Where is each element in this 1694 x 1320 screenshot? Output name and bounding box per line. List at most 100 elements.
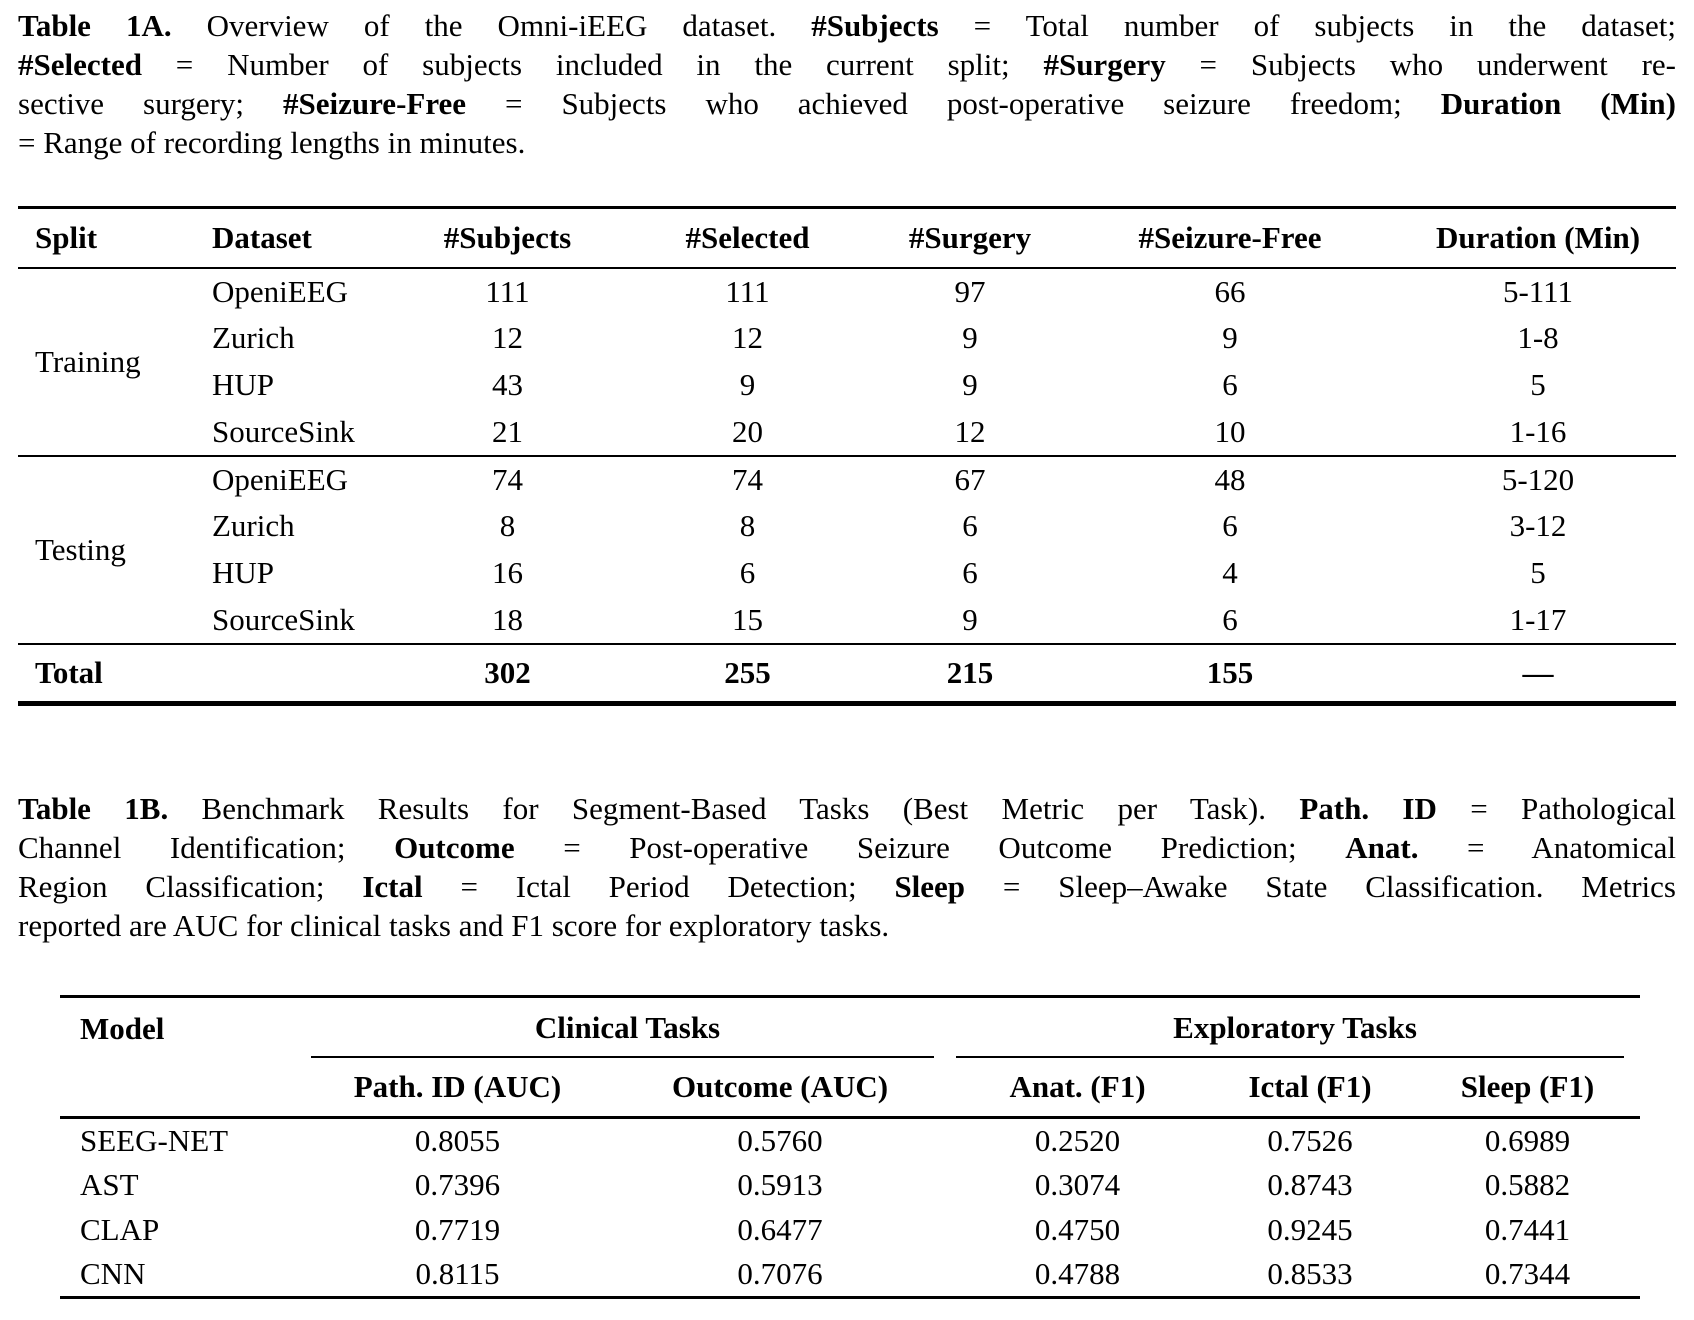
model-name-cell: AST bbox=[80, 1167, 139, 1202]
path-id-cell: 0.7396 bbox=[414, 1167, 501, 1202]
outcome-cell: 0.5913 bbox=[737, 1167, 823, 1202]
duration-cell: 5-120 bbox=[1400, 454, 1676, 503]
caption-segment: Overview of the Omni-iEEG dataset. bbox=[171, 8, 812, 43]
caption-line: Table 1B. Benchmark Results for Segment-… bbox=[18, 789, 1676, 828]
seizure-free-cell: 48 bbox=[1060, 454, 1400, 503]
duration-cell: 1-8 bbox=[1517, 320, 1559, 355]
dataset-cell: HUP bbox=[212, 555, 275, 590]
table-row: Testing OpeniEEG 74 74 67 48 5-120 bbox=[18, 454, 1676, 644]
subjects-cell: 16 bbox=[492, 555, 523, 590]
anat-cell: 0.4750 bbox=[1034, 1212, 1121, 1247]
caption-segment: #Surgery bbox=[1043, 47, 1166, 82]
table-row: AST 0.7396 0.5913 0.3074 0.8743 0.5882 bbox=[60, 1163, 1640, 1208]
caption-segment: = Post-operative Seizure Outcome Predict… bbox=[514, 830, 1346, 865]
ictal-cell: 0.7526 bbox=[1267, 1122, 1353, 1158]
total-duration: — bbox=[1400, 642, 1676, 704]
caption-segment: Benchmark Results for Segment-Based Task… bbox=[168, 791, 1300, 826]
caption-line: Table 1A. Overview of the Omni-iEEG data… bbox=[18, 6, 1676, 45]
surgery-cell: 9 bbox=[962, 601, 978, 637]
dataset-cell: HUP bbox=[212, 367, 275, 402]
total-surgery: 215 bbox=[880, 642, 1060, 704]
seizure-free-cell: 6 bbox=[1222, 601, 1238, 637]
group-header-exploratory-tasks: Exploratory Tasks bbox=[950, 997, 1640, 1058]
selected-cell: 8 bbox=[739, 508, 756, 543]
column-header-outcome-auc: Outcome (AUC) bbox=[610, 1057, 951, 1119]
dataset-cell: OpeniEEG bbox=[190, 454, 400, 503]
duration-cell: 1-16 bbox=[1509, 413, 1567, 449]
sleep-cell: 0.7441 bbox=[1484, 1212, 1571, 1247]
table-row: HUP 43 9 9 6 5 bbox=[18, 362, 1676, 409]
caption-segment: = Anatomical bbox=[1418, 830, 1676, 865]
model-name-cell: CLAP bbox=[80, 1212, 160, 1247]
anat-cell: 0.2520 bbox=[1034, 1122, 1121, 1158]
caption-segment: reported are AUC for clinical tasks and … bbox=[18, 908, 890, 943]
outcome-cell: 0.7076 bbox=[737, 1256, 823, 1292]
caption-segment: Outcome bbox=[394, 830, 515, 865]
subjects-cell: 74 bbox=[400, 454, 615, 503]
caption-segment: = Pathological bbox=[1436, 791, 1677, 826]
table-row: Zurich 12 12 9 9 1-8 bbox=[18, 315, 1676, 362]
table-row: CNN 0.8115 0.7076 0.4788 0.8533 0.7344 bbox=[60, 1253, 1640, 1298]
subjects-cell: 8 bbox=[499, 508, 516, 543]
caption-segment: = Sleep–Awake State Classification. Metr… bbox=[965, 869, 1676, 904]
table-row: CLAP 0.7719 0.6477 0.4750 0.9245 0.7441 bbox=[60, 1208, 1640, 1253]
table-1a-caption: Table 1A. Overview of the Omni-iEEG data… bbox=[18, 0, 1676, 162]
column-header-surgery: #Surgery bbox=[880, 207, 1060, 269]
seizure-free-cell: 10 bbox=[1214, 413, 1246, 449]
duration-cell: 5 bbox=[1530, 555, 1546, 590]
table-row: SourceSink 18 15 9 6 1-17 bbox=[18, 597, 1676, 644]
caption-segment: Anat. bbox=[1345, 830, 1419, 865]
path-id-cell: 0.8055 bbox=[414, 1122, 501, 1158]
column-header-selected: #Selected bbox=[615, 207, 880, 269]
surgery-cell: 9 bbox=[962, 367, 978, 402]
caption-line: sective surgery; #Seizure-Free = Subject… bbox=[18, 84, 1676, 123]
column-header-subjects: #Subjects bbox=[400, 207, 615, 269]
caption-segment: = Range of recording lengths in minutes. bbox=[18, 125, 526, 160]
dataset-cell: Zurich bbox=[212, 320, 295, 355]
selected-cell: 20 bbox=[732, 413, 763, 449]
split-label-training: Training bbox=[35, 343, 141, 379]
column-header-ictal-f1: Ictal (F1) bbox=[1205, 1057, 1416, 1119]
subjects-cell: 12 bbox=[492, 320, 523, 355]
table-1b: Model Clinical Tasks Exploratory Tasks P… bbox=[60, 995, 1641, 1299]
caption-segment: Duration (Min) bbox=[1440, 86, 1676, 121]
dataset-cell: SourceSink bbox=[212, 601, 355, 637]
seizure-free-cell: 9 bbox=[1222, 320, 1238, 355]
surgery-cell: 97 bbox=[954, 273, 986, 309]
column-header-duration: Duration (Min) bbox=[1400, 207, 1676, 269]
total-selected: 255 bbox=[615, 642, 880, 704]
column-header-model: Model bbox=[60, 996, 305, 1119]
model-name-cell: CNN bbox=[80, 1256, 146, 1292]
total-seizure-free: 155 bbox=[1060, 642, 1400, 704]
path-id-cell: 0.8115 bbox=[415, 1256, 500, 1292]
caption-segment: = Subjects who achieved post-operative s… bbox=[466, 86, 1441, 121]
caption-line: #Selected = Number of subjects included … bbox=[18, 45, 1676, 84]
selected-cell: 15 bbox=[732, 601, 763, 637]
duration-cell: 3-12 bbox=[1509, 508, 1567, 543]
surgery-cell: 6 bbox=[962, 508, 978, 543]
caption-segment: Channel Identification; bbox=[18, 830, 395, 865]
column-header-dataset: Dataset bbox=[190, 207, 400, 269]
anat-cell: 0.3074 bbox=[1034, 1167, 1121, 1202]
caption-line: Channel Identification; Outcome = Post-o… bbox=[18, 828, 1676, 867]
table-row: SourceSink 21 20 12 10 1-16 bbox=[18, 409, 1676, 456]
total-label: Total bbox=[18, 642, 400, 704]
surgery-cell: 67 bbox=[880, 454, 1060, 503]
table-row: Zurich 8 8 6 6 3-12 bbox=[18, 503, 1676, 550]
total-subjects: 302 bbox=[400, 642, 615, 704]
ictal-cell: 0.9245 bbox=[1267, 1212, 1353, 1247]
table-1b-group-header-row: Model Clinical Tasks Exploratory Tasks bbox=[60, 996, 1640, 1119]
caption-line: Region Classification; Ictal = Ictal Per… bbox=[18, 867, 1676, 906]
caption-segment: sective surgery; bbox=[18, 86, 283, 121]
seizure-free-cell: 4 bbox=[1222, 555, 1238, 590]
ictal-cell: 0.8533 bbox=[1267, 1256, 1353, 1292]
sleep-cell: 0.6989 bbox=[1484, 1122, 1571, 1158]
model-name-cell: SEEG-NET bbox=[80, 1122, 229, 1158]
subjects-cell: 21 bbox=[492, 413, 523, 449]
seizure-free-cell: 6 bbox=[1222, 508, 1238, 543]
table-1b-column-header-row: Path. ID (AUC) Outcome (AUC) Anat. (F1) … bbox=[60, 1057, 1641, 1119]
caption-segment: Region Classification; bbox=[18, 869, 363, 904]
table-1b-caption: Table 1B. Benchmark Results for Segment-… bbox=[18, 789, 1676, 945]
column-header-sleep-f1: Sleep (F1) bbox=[1415, 1057, 1641, 1119]
